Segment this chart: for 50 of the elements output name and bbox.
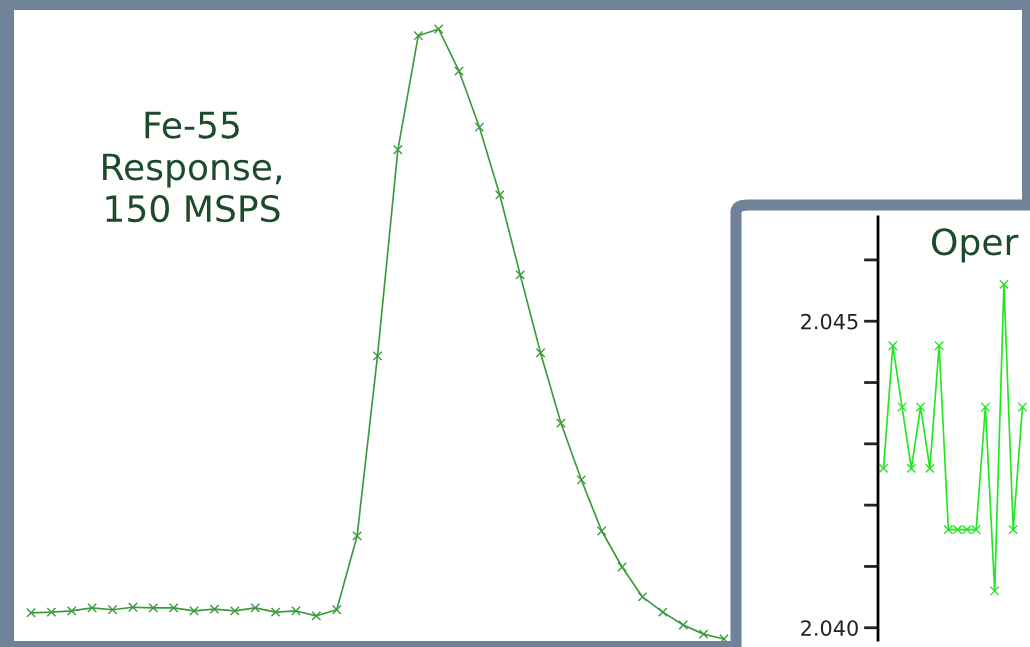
point (291, 606, 301, 616)
point (1008, 524, 1019, 535)
point (311, 610, 322, 621)
point (1017, 402, 1028, 412)
point (637, 592, 648, 602)
point (128, 602, 138, 613)
point (494, 190, 505, 200)
point (878, 463, 889, 474)
point (535, 348, 546, 358)
point (209, 604, 220, 614)
chart-title: Oper (932, 228, 1019, 263)
y-tick-label: 2.045 (801, 313, 858, 330)
point (980, 402, 991, 412)
point (148, 603, 159, 613)
text: Fe-55 Response, 150 MSPS (103, 111, 281, 223)
point (934, 340, 944, 351)
point (887, 340, 898, 351)
point (87, 603, 98, 613)
point (372, 351, 383, 361)
point (999, 279, 1009, 290)
point (66, 606, 77, 616)
point (331, 604, 342, 615)
point (989, 586, 1000, 596)
point (433, 24, 444, 34)
point (915, 402, 926, 412)
y-tick-label: 2.040 (801, 620, 858, 636)
point (107, 604, 118, 615)
point (617, 562, 627, 572)
point (393, 144, 403, 155)
point (576, 474, 587, 485)
point (46, 607, 57, 618)
point (189, 606, 199, 616)
point (897, 402, 907, 412)
point (168, 603, 179, 613)
point (515, 269, 526, 280)
point (250, 603, 261, 613)
point (352, 531, 362, 541)
point (657, 607, 668, 618)
point (906, 463, 917, 474)
point (596, 526, 607, 536)
point (270, 607, 281, 618)
point (26, 607, 36, 618)
point (924, 463, 935, 474)
point (229, 606, 240, 616)
point (413, 30, 424, 41)
point (678, 620, 689, 630)
point (454, 66, 464, 76)
point (698, 629, 709, 639)
point (474, 122, 485, 133)
point (556, 418, 566, 428)
